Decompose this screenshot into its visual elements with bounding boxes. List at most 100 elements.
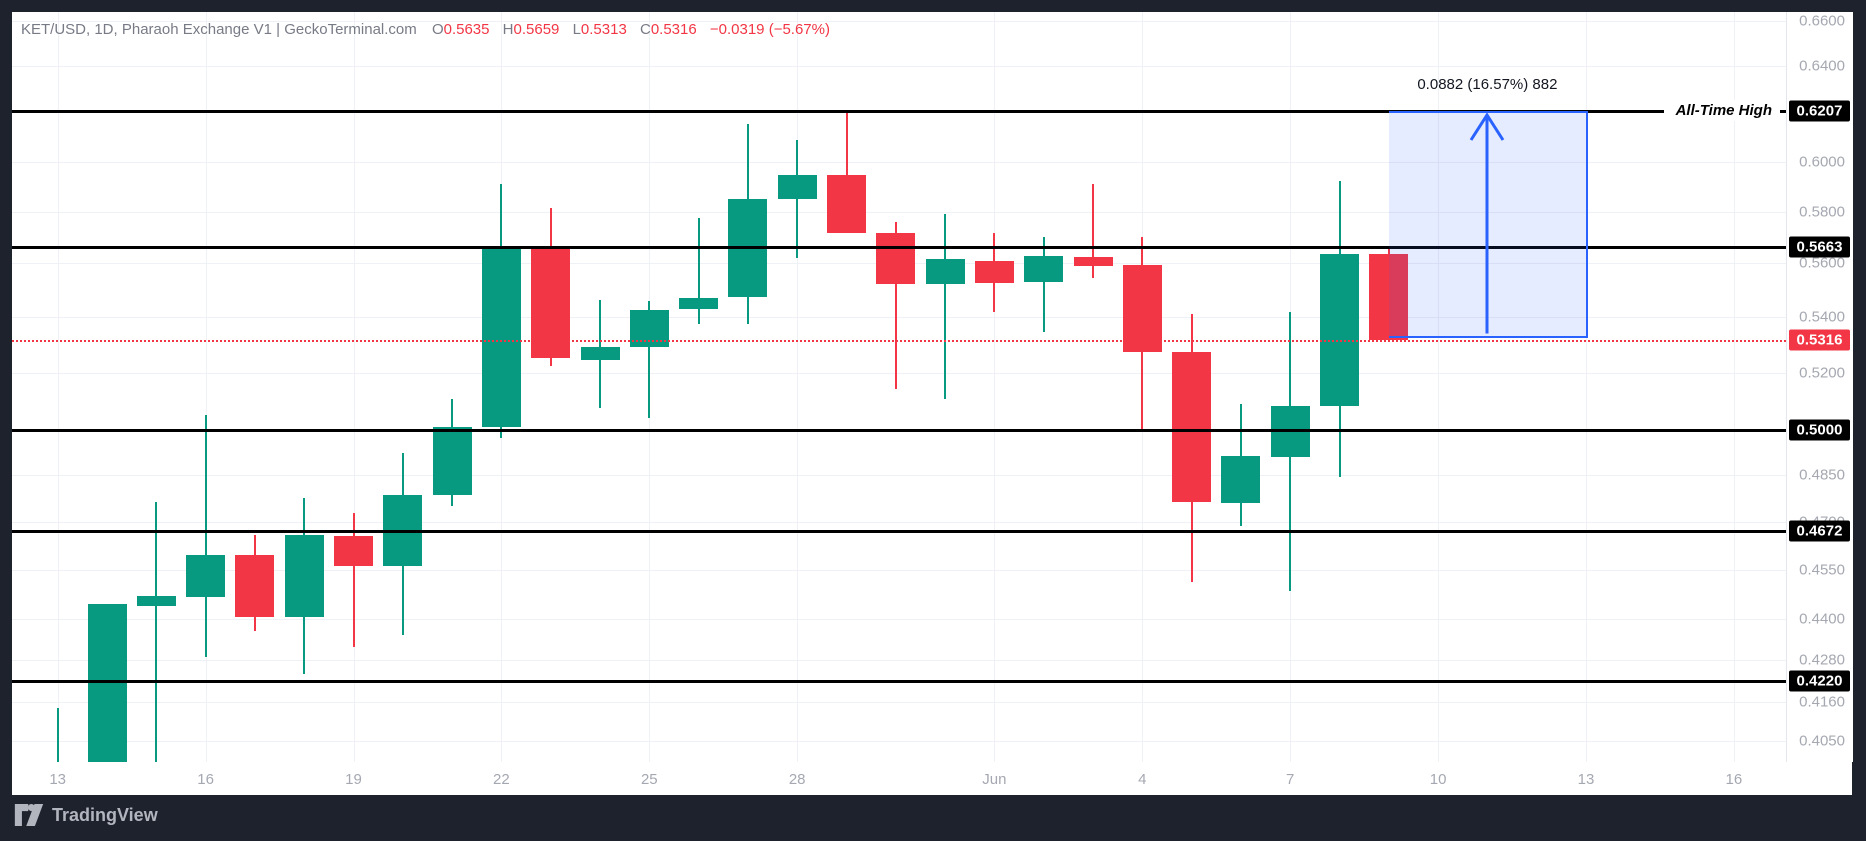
candle-body-jun-3 (1073, 256, 1113, 266)
price-badge-0.6207: 0.6207 (1789, 100, 1850, 122)
candle-wick-may-16 (204, 414, 207, 657)
candle-wick-may-30 (894, 221, 897, 389)
time-tick-label-22: 22 (493, 771, 510, 788)
level-line-0.6207[interactable] (12, 110, 1786, 114)
candle-body-jun-5 (1172, 352, 1212, 503)
price-axis[interactable]: 0.6600 0.6400 0.6000 0.5800 0.5600 0.5400 0.52… (1786, 12, 1853, 762)
grid-line-vertical (1438, 12, 1440, 762)
price-tick-label: 0.4050 (1799, 732, 1845, 750)
level-line-0.5663[interactable] (12, 245, 1786, 249)
price-tick-label: 0.5200 (1799, 364, 1845, 381)
candle-body-may-23 (531, 247, 571, 358)
price-badge-0.5: 0.5000 (1789, 419, 1850, 441)
grid-line-vertical (994, 12, 996, 762)
candle-body-may-26 (679, 297, 719, 309)
legend-separator: | (276, 21, 281, 38)
candle-body-may-30 (876, 232, 916, 284)
candle-body-may-18 (284, 534, 324, 618)
candle-body-jun-6 (1221, 456, 1261, 503)
last-price-badge: 0.5316 (1789, 329, 1850, 351)
grid-line-vertical (1733, 12, 1735, 762)
price-badge-0.422: 0.4220 (1789, 670, 1850, 692)
candle-body-may-31 (925, 259, 965, 284)
price-change: −0.0319 (−5.67%) (709, 21, 830, 38)
grid-line-horizontal (12, 741, 1786, 743)
grid-line-horizontal (12, 618, 1786, 620)
candle-wick-jun-2 (1042, 237, 1045, 333)
grid-line-horizontal (12, 161, 1786, 163)
candle-body-may-24 (580, 347, 620, 360)
time-tick-label-13: 13 (1577, 771, 1595, 788)
candle-body-jun-9 (1369, 254, 1409, 340)
candle-body-may-28 (777, 175, 817, 199)
footer-bar: TradingView (0, 795, 1866, 841)
grid-line-vertical (797, 12, 799, 762)
price-tick-label: 0.4850 (1799, 466, 1845, 484)
grid-line-horizontal (12, 569, 1786, 571)
tradingview-logo-link[interactable]: TradingView (14, 804, 158, 826)
measure-label: 0.0882 (16.57%) 882 (1417, 76, 1558, 94)
candle-wick-may-13 (56, 708, 59, 762)
candle-wick-may-25 (648, 300, 651, 418)
price-tick-label: 0.5400 (1799, 308, 1845, 326)
time-tick-label-16: 16 (1725, 771, 1743, 788)
price-tick-label: 0.5600 (1799, 254, 1845, 272)
candle-wick-may-31 (944, 214, 947, 400)
price-badge-0.5663: 0.5663 (1789, 236, 1850, 258)
tradingview-brand-text: TradingView (52, 804, 158, 825)
last-price-line (12, 340, 1786, 342)
grid-line-vertical (1586, 12, 1587, 762)
price-tick-label: 0.5800 (1799, 203, 1845, 220)
ohlc-high: H0.5659 (502, 21, 560, 38)
time-axis[interactable]: 13 16 19 22 25 28 Jun 4 7 10 13 16 (12, 762, 1852, 795)
candle-body-may-21 (432, 427, 472, 495)
candle-body-may-17 (235, 555, 275, 617)
grid-line-vertical (205, 12, 207, 762)
data-source: GeckoTerminal.com (284, 21, 417, 38)
all-time-high-label: All-Time High (1663, 100, 1780, 122)
candle-body-jun-4 (1122, 265, 1162, 353)
price-tick-label: 0.6400 (1799, 57, 1845, 75)
candle-body-jun-8 (1320, 253, 1359, 406)
grid-line-vertical (57, 12, 59, 762)
ohlc-close: C0.5316 (639, 21, 697, 38)
level-line-0.4672[interactable] (12, 529, 1786, 533)
grid-line-horizontal (12, 521, 1786, 523)
time-tick-label-19: 19 (345, 771, 362, 788)
candle-wick-jun-3 (1092, 184, 1094, 278)
level-line-0.422[interactable] (12, 679, 1786, 683)
symbol-title: KET/USD, 1D, Pharaoh Exchange V1 | Gecko… (21, 21, 417, 38)
candle-wick-may-29 (845, 111, 848, 234)
grid-line-horizontal (12, 211, 1786, 213)
time-tick-label-10: 10 (1429, 771, 1447, 788)
candle-wick-may-15 (155, 502, 158, 762)
grid-line-vertical (353, 12, 355, 762)
time-tick-label-28: 28 (788, 771, 806, 788)
time-tick-label-16: 16 (197, 771, 214, 788)
measure-arrow[interactable] (1465, 111, 1509, 338)
candle-wick-may-19 (352, 512, 355, 648)
time-tick-label-jun: Jun (982, 771, 1007, 788)
grid-line-horizontal (12, 316, 1786, 318)
symbol-legend: KET/USD, 1D, Pharaoh Exchange V1 | Gecko… (21, 21, 830, 38)
candle-body-jun-2 (1024, 256, 1064, 283)
price-tick-label: 0.6600 (1799, 12, 1845, 30)
grid-line-horizontal (12, 701, 1786, 703)
candle-body-may-15 (136, 596, 176, 606)
candle-body-may-16 (186, 555, 226, 597)
grid-line-horizontal (12, 66, 1786, 68)
candle-body-may-29 (827, 175, 866, 234)
grid-line-horizontal (12, 20, 1786, 22)
chart-plot-area[interactable]: All-Time High 0.0882 (16.57%) 882 (12, 12, 1786, 762)
price-tick-label: 0.4400 (1799, 610, 1845, 628)
ohlc-low: L0.5313 (572, 21, 627, 38)
level-line-0.5[interactable] (12, 429, 1786, 433)
grid-line-horizontal (12, 475, 1786, 477)
time-tick-label-4: 4 (1138, 771, 1147, 788)
candle-body-may-14 (87, 603, 127, 762)
grid-line-horizontal (12, 659, 1786, 661)
price-tick-label: 0.4280 (1799, 651, 1845, 669)
candle-body-jun-1 (974, 260, 1014, 283)
grid-line-horizontal (12, 372, 1786, 374)
candle-body-may-19 (334, 536, 373, 567)
